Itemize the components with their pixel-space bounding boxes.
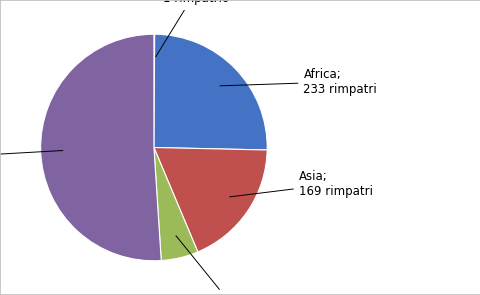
Text: Oceania;
1 rimpatrio: Oceania; 1 rimpatrio [156, 0, 228, 57]
Wedge shape [154, 34, 267, 150]
Text: Asia;
169 rimpatri: Asia; 169 rimpatri [229, 170, 372, 198]
Text: America;
471 rimpatri: America; 471 rimpatri [0, 142, 63, 171]
Wedge shape [40, 34, 161, 261]
Text: Europa;
49 rimpatri: Europa; 49 rimpatri [176, 236, 267, 295]
Wedge shape [154, 148, 197, 260]
Wedge shape [154, 34, 155, 148]
Text: Africa;
233 rimpatri: Africa; 233 rimpatri [220, 68, 376, 96]
Wedge shape [154, 148, 266, 252]
